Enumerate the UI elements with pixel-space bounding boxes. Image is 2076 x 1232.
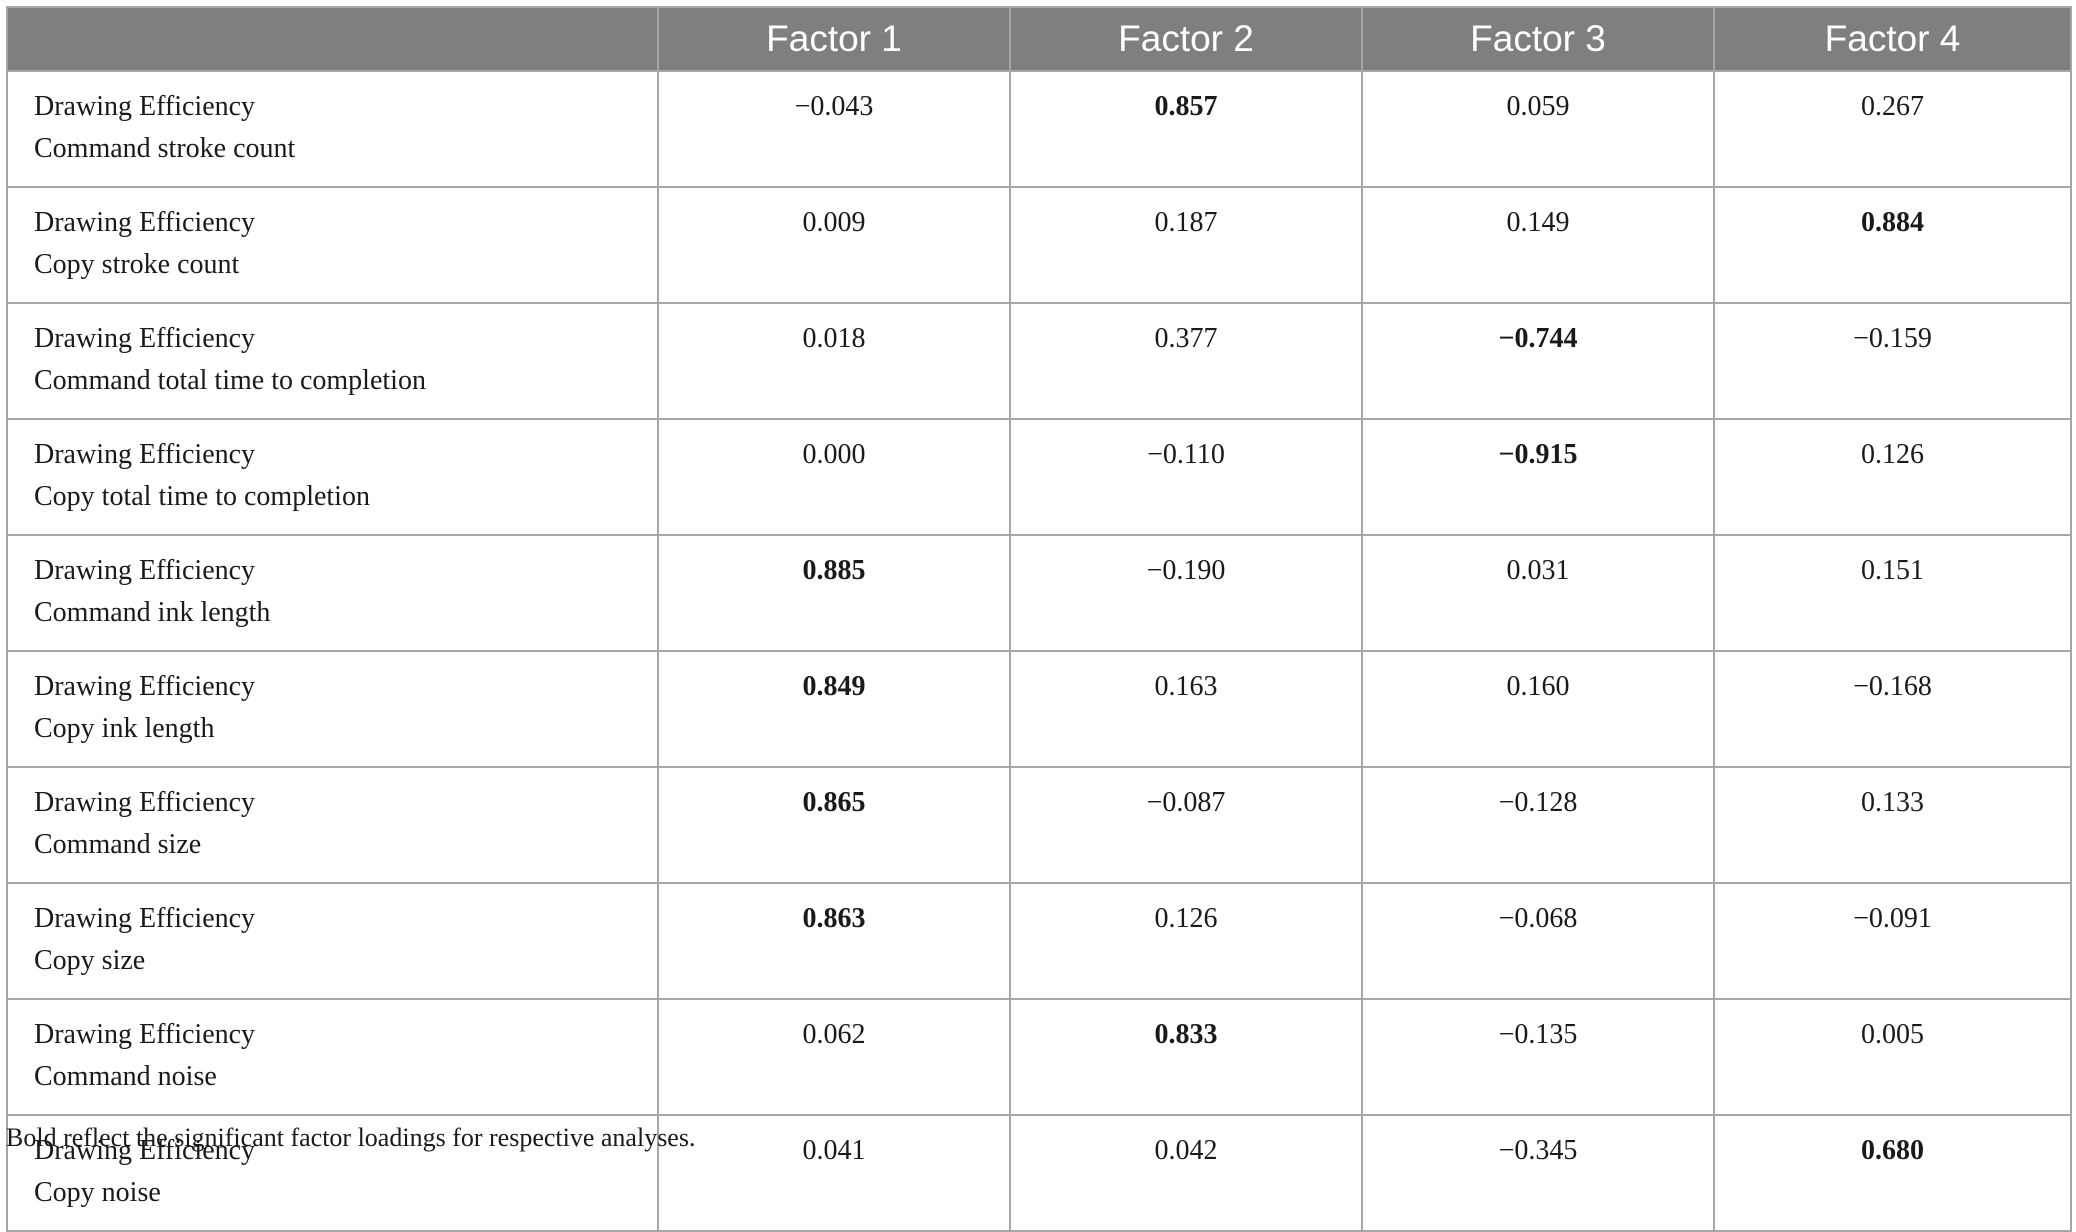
loading-factor-4: −0.168 (1713, 650, 2072, 768)
table-row: Drawing Efficiency Copy size 0.863 0.126… (6, 882, 2072, 1000)
header-row: Factor 1 Factor 2 Factor 3 Factor 4 (6, 6, 2072, 72)
row-label: Drawing Efficiency Command noise (6, 998, 659, 1116)
loading-factor-4: −0.091 (1713, 882, 2072, 1000)
loading-factor-1: −0.043 (657, 70, 1011, 188)
header-factor-3: Factor 3 (1361, 6, 1715, 72)
loading-factor-2: −0.087 (1009, 766, 1363, 884)
loading-factor-2: 0.187 (1009, 186, 1363, 304)
row-category: Drawing Efficiency (34, 439, 256, 470)
row-category: Drawing Efficiency (34, 207, 256, 238)
loading-factor-2: 0.042 (1009, 1114, 1363, 1232)
row-category: Drawing Efficiency (34, 91, 256, 122)
table-row: Drawing Efficiency Command ink length 0.… (6, 534, 2072, 652)
row-label: Drawing Efficiency Command size (6, 766, 659, 884)
table-row: Drawing Efficiency Copy ink length 0.849… (6, 650, 2072, 768)
row-category: Drawing Efficiency (34, 323, 256, 354)
loading-factor-1: 0.018 (657, 302, 1011, 420)
loading-factor-4: 0.005 (1713, 998, 2072, 1116)
loading-factor-1: 0.865 (657, 766, 1011, 884)
row-category: Drawing Efficiency (34, 1019, 256, 1050)
loading-factor-3: −0.068 (1361, 882, 1715, 1000)
loading-factor-3: 0.059 (1361, 70, 1715, 188)
loading-factor-2: −0.190 (1009, 534, 1363, 652)
loading-factor-1: 0.062 (657, 998, 1011, 1116)
factor-loadings-table-container: Factor 1 Factor 2 Factor 3 Factor 4 Draw… (6, 6, 2072, 1232)
row-label: Drawing Efficiency Command total time to… (6, 302, 659, 420)
row-label: Drawing Efficiency Command ink length (6, 534, 659, 652)
loading-factor-3: −0.128 (1361, 766, 1715, 884)
table-row: Drawing Efficiency Command total time to… (6, 302, 2072, 420)
row-category: Drawing Efficiency (34, 555, 256, 586)
row-measure: Copy total time to completion (34, 481, 370, 512)
row-measure: Command noise (34, 1061, 217, 1092)
row-label: Drawing Efficiency Copy size (6, 882, 659, 1000)
row-category: Drawing Efficiency (34, 671, 256, 702)
factor-loadings-table: Factor 1 Factor 2 Factor 3 Factor 4 Draw… (6, 6, 2072, 1232)
loading-factor-2: 0.833 (1009, 998, 1363, 1116)
header-label-column (6, 6, 659, 72)
row-category: Drawing Efficiency (34, 787, 256, 818)
loading-factor-4: 0.267 (1713, 70, 2072, 188)
loading-factor-2: 0.857 (1009, 70, 1363, 188)
row-measure: Copy noise (34, 1177, 161, 1208)
row-measure: Command ink length (34, 597, 271, 628)
loading-factor-3: 0.031 (1361, 534, 1715, 652)
loading-factor-4: 0.133 (1713, 766, 2072, 884)
loading-factor-1: 0.849 (657, 650, 1011, 768)
row-label: Drawing Efficiency Copy ink length (6, 650, 659, 768)
row-measure: Copy size (34, 945, 146, 976)
loading-factor-4: 0.884 (1713, 186, 2072, 304)
row-label: Drawing Efficiency Command stroke count (6, 70, 659, 188)
loading-factor-3: −0.135 (1361, 998, 1715, 1116)
loading-factor-4: 0.680 (1713, 1114, 2072, 1232)
loading-factor-4: −0.159 (1713, 302, 2072, 420)
row-measure: Command size (34, 829, 202, 860)
table-row: Drawing Efficiency Copy total time to co… (6, 418, 2072, 536)
row-measure: Copy stroke count (34, 249, 240, 280)
loading-factor-1: 0.863 (657, 882, 1011, 1000)
row-measure: Copy ink length (34, 713, 215, 744)
loading-factor-3: 0.149 (1361, 186, 1715, 304)
header-factor-4: Factor 4 (1713, 6, 2072, 72)
loading-factor-2: 0.377 (1009, 302, 1363, 420)
loading-factor-2: 0.126 (1009, 882, 1363, 1000)
row-measure: Command total time to completion (34, 365, 426, 396)
table-body: Drawing Efficiency Command stroke count … (6, 70, 2072, 1232)
table-row: Drawing Efficiency Copy stroke count 0.0… (6, 186, 2072, 304)
loading-factor-3: −0.345 (1361, 1114, 1715, 1232)
header-factor-1: Factor 1 (657, 6, 1011, 72)
loading-factor-1: 0.000 (657, 418, 1011, 536)
loading-factor-2: 0.163 (1009, 650, 1363, 768)
loading-factor-4: 0.151 (1713, 534, 2072, 652)
header-factor-2: Factor 2 (1009, 6, 1363, 72)
loading-factor-1: 0.009 (657, 186, 1011, 304)
table-row: Drawing Efficiency Command size 0.865 −0… (6, 766, 2072, 884)
loading-factor-3: 0.160 (1361, 650, 1715, 768)
loading-factor-2: −0.110 (1009, 418, 1363, 536)
loading-factor-3: −0.744 (1361, 302, 1715, 420)
loading-factor-4: 0.126 (1713, 418, 2072, 536)
row-category: Drawing Efficiency (34, 903, 256, 934)
table-header: Factor 1 Factor 2 Factor 3 Factor 4 (6, 6, 2072, 72)
table-row: Drawing Efficiency Command stroke count … (6, 70, 2072, 188)
row-measure: Command stroke count (34, 133, 296, 164)
table-footnote: Bold reflect the significant factor load… (6, 1123, 696, 1152)
loading-factor-1: 0.041 (657, 1114, 1011, 1232)
row-label: Drawing Efficiency Copy total time to co… (6, 418, 659, 536)
loading-factor-3: −0.915 (1361, 418, 1715, 536)
loading-factor-1: 0.885 (657, 534, 1011, 652)
table-row: Drawing Efficiency Command noise 0.062 0… (6, 998, 2072, 1116)
row-label: Drawing Efficiency Copy stroke count (6, 186, 659, 304)
